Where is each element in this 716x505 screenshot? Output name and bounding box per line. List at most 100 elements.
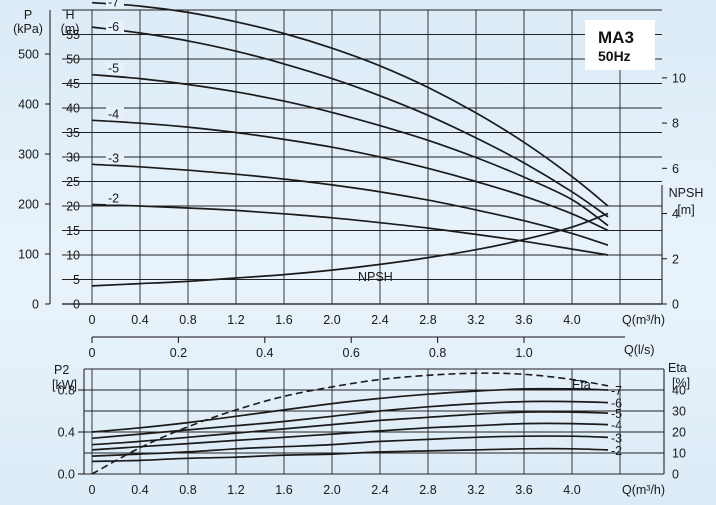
p-axis-label: P (24, 8, 32, 22)
q-tick-label-bottom: 1.6 (275, 483, 292, 497)
p-tick-label: 400 (18, 98, 39, 112)
series-label-power-stage-2: -2 (611, 444, 622, 458)
series-label-bg (106, 107, 124, 121)
chart-subtitle: 50Hz (598, 48, 631, 64)
title-box (585, 20, 655, 70)
q-tick-label: 3.6 (515, 313, 532, 327)
q-tick-label: 0.4 (131, 313, 148, 327)
chart-title: MA3 (598, 28, 634, 47)
series-line-stage-4 (91, 119, 609, 232)
h-tick-label: 25 (66, 175, 80, 189)
head-flow-chart: 0100200300400500051015202530354045505502… (13, 0, 703, 360)
h-tick-label: 5 (73, 273, 80, 287)
h-axis-label: H (65, 8, 74, 22)
series-label-stage-7: -7 (108, 0, 119, 10)
series-label-stage-3: -3 (108, 151, 119, 165)
series-line-stage-7 (91, 1, 609, 207)
qls-tick-label: 0.2 (170, 346, 187, 360)
eta-tick-label: 10 (672, 447, 686, 461)
npsh-tick-label: 4 (672, 207, 679, 221)
h-tick-label: 55 (66, 28, 80, 42)
q-tick-label: 3.2 (467, 313, 484, 327)
q-tick-label: 2.8 (419, 313, 436, 327)
npsh-tick-label: 8 (672, 117, 679, 131)
series-label-power-stage-6: -6 (611, 397, 622, 411)
series-label-bg (106, 151, 124, 165)
qls-tick-label: 0.6 (343, 346, 360, 360)
qls-tick-label: 0.4 (256, 346, 273, 360)
h-tick-label: 10 (66, 249, 80, 263)
h-tick-label: 0 (73, 298, 80, 312)
npsh-axis-unit: [m] (677, 203, 694, 217)
q-tick-label-bottom: 0.8 (179, 483, 196, 497)
p-tick-label: 500 (18, 48, 39, 62)
q-tick-label-bottom: 2.4 (371, 483, 388, 497)
qls-tick-label: 0 (89, 346, 96, 360)
eta-tick-label: 30 (672, 405, 686, 419)
series-label-power-stage-5: -5 (611, 407, 622, 421)
h-tick-label: 50 (66, 53, 80, 67)
eta-tick-label: 20 (672, 426, 686, 440)
series-label-bg (106, 0, 124, 9)
series-line-power-stage-3 (91, 435, 609, 457)
q-tick-label: 1.2 (227, 313, 244, 327)
q-axis-label-bottom: Q(m³/h) (622, 483, 665, 497)
npsh-tick-label: 10 (672, 71, 686, 85)
eta-tick-label: 40 (672, 384, 686, 398)
h-tick-label: 35 (66, 126, 80, 140)
q-tick-label: 1.6 (275, 313, 292, 327)
q-tick-label: 0 (89, 313, 96, 327)
series-line-stage-2 (91, 203, 609, 256)
q-tick-label-bottom: 1.2 (227, 483, 244, 497)
p-tick-label: 300 (18, 148, 39, 162)
q-tick-label: 2.4 (371, 313, 388, 327)
series-line-power-stage-7 (91, 387, 609, 433)
eta-tick-label: 0 (672, 468, 679, 482)
p2-tick-label: 0.0 (58, 468, 75, 482)
p-tick-label: 100 (18, 248, 39, 262)
q-tick-label-bottom: 3.2 (467, 483, 484, 497)
qls-axis-label: Q(l/s) (624, 343, 655, 357)
q-axis-label: Q(m³/h) (622, 313, 665, 327)
series-line-stage-6 (91, 26, 609, 218)
series-line-npsh (91, 212, 609, 287)
series-label-power-stage-3: -3 (611, 431, 622, 445)
series-label-stage-6: -6 (108, 20, 119, 34)
npsh-tick-label: 6 (672, 162, 679, 176)
p2-tick-label: 0.4 (58, 426, 75, 440)
q-tick-label: 0.8 (179, 313, 196, 327)
power-efficiency-chart: 0.0 0.4 0.8 0 10 20 30 40 P2[kW] Eta[%] 0 0.4 0.8 1.2… (52, 361, 690, 497)
qls-tick-label: 0.8 (429, 346, 446, 360)
series-label-bg (106, 61, 124, 75)
q-tick-label-bottom: 2.8 (419, 483, 436, 497)
series-label-power-stage-7: -7 (611, 384, 622, 398)
series-label-stage-4: -4 (108, 107, 119, 121)
eta-axis-label: Eta (668, 361, 687, 375)
series-line-stage-5 (91, 73, 609, 227)
q-tick-label-bottom: 0 (89, 483, 96, 497)
p-tick-label: 200 (18, 198, 39, 212)
p2-axis-label: P2 (54, 363, 69, 377)
q-tick-label-bottom: 0.4 (131, 483, 148, 497)
npsh-tick-label: 0 (672, 298, 679, 312)
series-label-power-stage-4: -4 (611, 419, 622, 433)
h-axis-unit: (m) (61, 22, 80, 36)
h-tick-label: 20 (66, 200, 80, 214)
series-label-stage-5: -5 (108, 62, 119, 76)
h-tick-label: 45 (66, 77, 80, 91)
qls-tick-label: 1.0 (515, 346, 532, 360)
npsh-tick-label: 2 (672, 252, 679, 266)
series-label-bg (106, 191, 124, 205)
q-tick-label-bottom: 4.0 (563, 483, 580, 497)
series-line-power-stage-2 (91, 447, 609, 463)
p2-axis-unit: [kW] (52, 378, 77, 392)
series-label-stage-2: -2 (108, 192, 119, 206)
eta-axis-unit: [%] (672, 376, 690, 390)
q-tick-label-bottom: 2.0 (323, 483, 340, 497)
q-tick-label-bottom: 3.6 (515, 483, 532, 497)
h-tick-label: 40 (66, 102, 80, 116)
series-line-power-stage-4 (91, 422, 609, 451)
q-tick-label: 2.0 (323, 313, 340, 327)
h-tick-label: 30 (66, 151, 80, 165)
